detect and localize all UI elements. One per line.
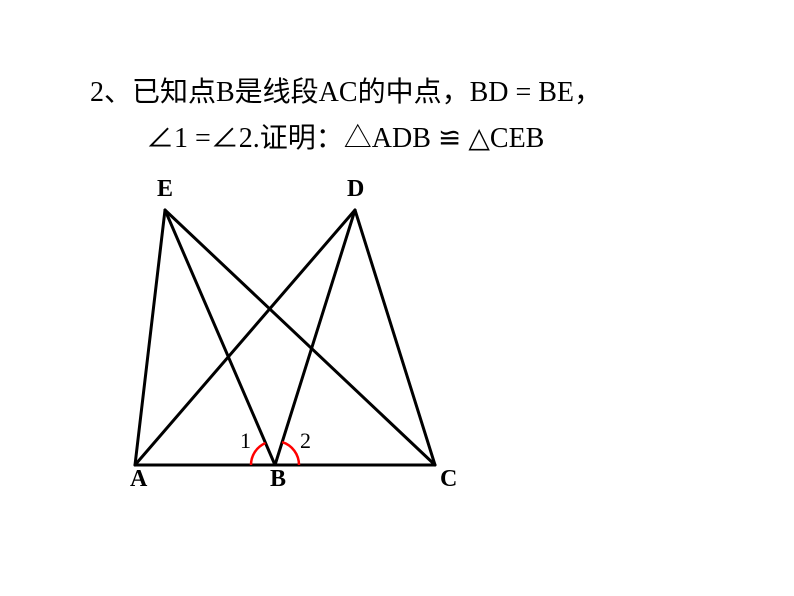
vertex-label-D: D bbox=[347, 176, 364, 203]
angle-arc-1 bbox=[251, 443, 265, 465]
vertex-label-A: A bbox=[130, 466, 147, 493]
angle-label-2: 2 bbox=[300, 428, 311, 454]
vertex-label-B: B bbox=[270, 466, 286, 493]
angle-arc-2 bbox=[282, 442, 299, 465]
angle-label-1: 1 bbox=[240, 428, 251, 454]
vertex-label-C: C bbox=[440, 466, 457, 493]
problem-line-2: ∠1 =∠2.证明：△ADB ≌ △CEB bbox=[146, 116, 544, 156]
vertex-label-E: E bbox=[157, 176, 173, 203]
geometry-svg bbox=[100, 185, 500, 505]
segment-BE bbox=[165, 210, 275, 465]
problem-line-1: 2、已知点B是线段AC的中点，BD = BE， bbox=[90, 72, 602, 114]
slide: 2、已知点B是线段AC的中点，BD = BE， ∠1 =∠2.证明：△ADB ≌… bbox=[0, 0, 794, 596]
segment-AD bbox=[135, 210, 355, 465]
segment-AE bbox=[135, 210, 165, 465]
segment-BD bbox=[275, 210, 355, 465]
geometry-diagram: ABCDE12 bbox=[100, 185, 500, 505]
